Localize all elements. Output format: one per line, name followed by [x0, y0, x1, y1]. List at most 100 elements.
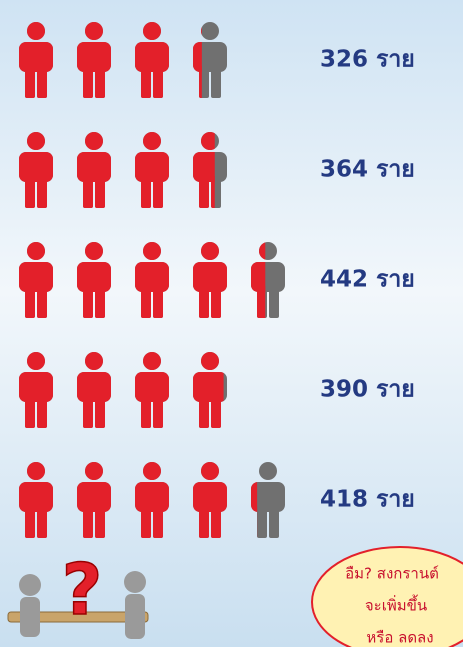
leg [95, 506, 105, 538]
leg [83, 66, 93, 98]
leg [25, 286, 35, 318]
torso [135, 42, 169, 72]
leg [95, 176, 105, 208]
person-filled [77, 22, 111, 98]
person-filled [77, 352, 111, 428]
person-filled [19, 22, 53, 98]
value-label: 418 ราย [320, 487, 415, 513]
torso [77, 482, 111, 512]
head [259, 462, 277, 480]
leg [95, 286, 105, 318]
leg [37, 506, 47, 538]
leg [83, 506, 93, 538]
head [143, 242, 161, 260]
pictogram-row [19, 22, 227, 98]
person-filled [251, 242, 266, 318]
leg [257, 286, 266, 318]
head [27, 462, 45, 480]
svg-text:?: ? [62, 549, 103, 631]
torso [193, 372, 224, 402]
torso [19, 372, 53, 402]
person-filled [19, 242, 53, 318]
leg [211, 286, 221, 318]
head [259, 242, 266, 260]
head [27, 22, 45, 40]
person-filled [135, 462, 169, 538]
value-label: 364 ราย [320, 157, 415, 183]
person-filled [77, 242, 111, 318]
leg [83, 176, 93, 208]
torso [77, 42, 111, 72]
torso [77, 372, 111, 402]
leg [257, 507, 258, 537]
torso [19, 262, 53, 292]
torso [193, 152, 215, 182]
leg [141, 176, 151, 208]
note-line: อืม? สงกรานต์ [345, 565, 439, 583]
head [27, 242, 45, 260]
person-filled [19, 462, 53, 538]
pictogram-row [19, 352, 227, 428]
leg [199, 176, 209, 208]
head [85, 22, 103, 40]
leg [37, 396, 47, 428]
leg [153, 396, 163, 428]
head [85, 462, 103, 480]
person-filled [193, 242, 227, 318]
leg [269, 506, 279, 538]
person-filled [135, 22, 169, 98]
head [85, 242, 103, 260]
head [85, 352, 103, 370]
torso [19, 482, 53, 512]
leg [153, 66, 163, 98]
person-filled [193, 132, 215, 208]
torso [135, 482, 169, 512]
leg [141, 66, 151, 98]
torso [135, 152, 169, 182]
person-filled [19, 132, 53, 208]
leg [95, 66, 105, 98]
leg [211, 506, 221, 538]
pictogram-rows [19, 22, 285, 538]
torso [19, 152, 53, 182]
person-filled [77, 132, 111, 208]
leg [25, 176, 35, 208]
person-filled [19, 352, 53, 428]
leg [211, 396, 221, 428]
leg [25, 66, 35, 98]
head [143, 462, 161, 480]
leg [141, 506, 151, 538]
leg [37, 176, 47, 208]
leg [199, 66, 202, 98]
leg [37, 286, 47, 318]
torso [19, 42, 53, 72]
person-filled [193, 352, 224, 428]
head [201, 352, 219, 370]
value-label: 442 ราย [320, 267, 415, 293]
leg [199, 396, 209, 428]
leg [83, 396, 93, 428]
person-filled [251, 482, 258, 537]
head [201, 462, 219, 480]
head [27, 132, 45, 150]
head [201, 132, 215, 150]
head [201, 242, 219, 260]
leg [153, 176, 163, 208]
head [201, 22, 219, 40]
value-label: 326 ราย [320, 47, 415, 73]
value-label: 390 ราย [320, 377, 415, 403]
torso [193, 262, 227, 292]
pictogram-row [19, 132, 227, 208]
torso [193, 42, 202, 72]
person-filled [193, 462, 227, 538]
leg [83, 286, 93, 318]
head [143, 352, 161, 370]
leg [141, 286, 151, 318]
pictogram-row [19, 242, 285, 318]
leg [269, 286, 279, 318]
leg [141, 396, 151, 428]
leg [95, 396, 105, 428]
leg [199, 286, 209, 318]
torso [135, 262, 169, 292]
leg [153, 506, 163, 538]
